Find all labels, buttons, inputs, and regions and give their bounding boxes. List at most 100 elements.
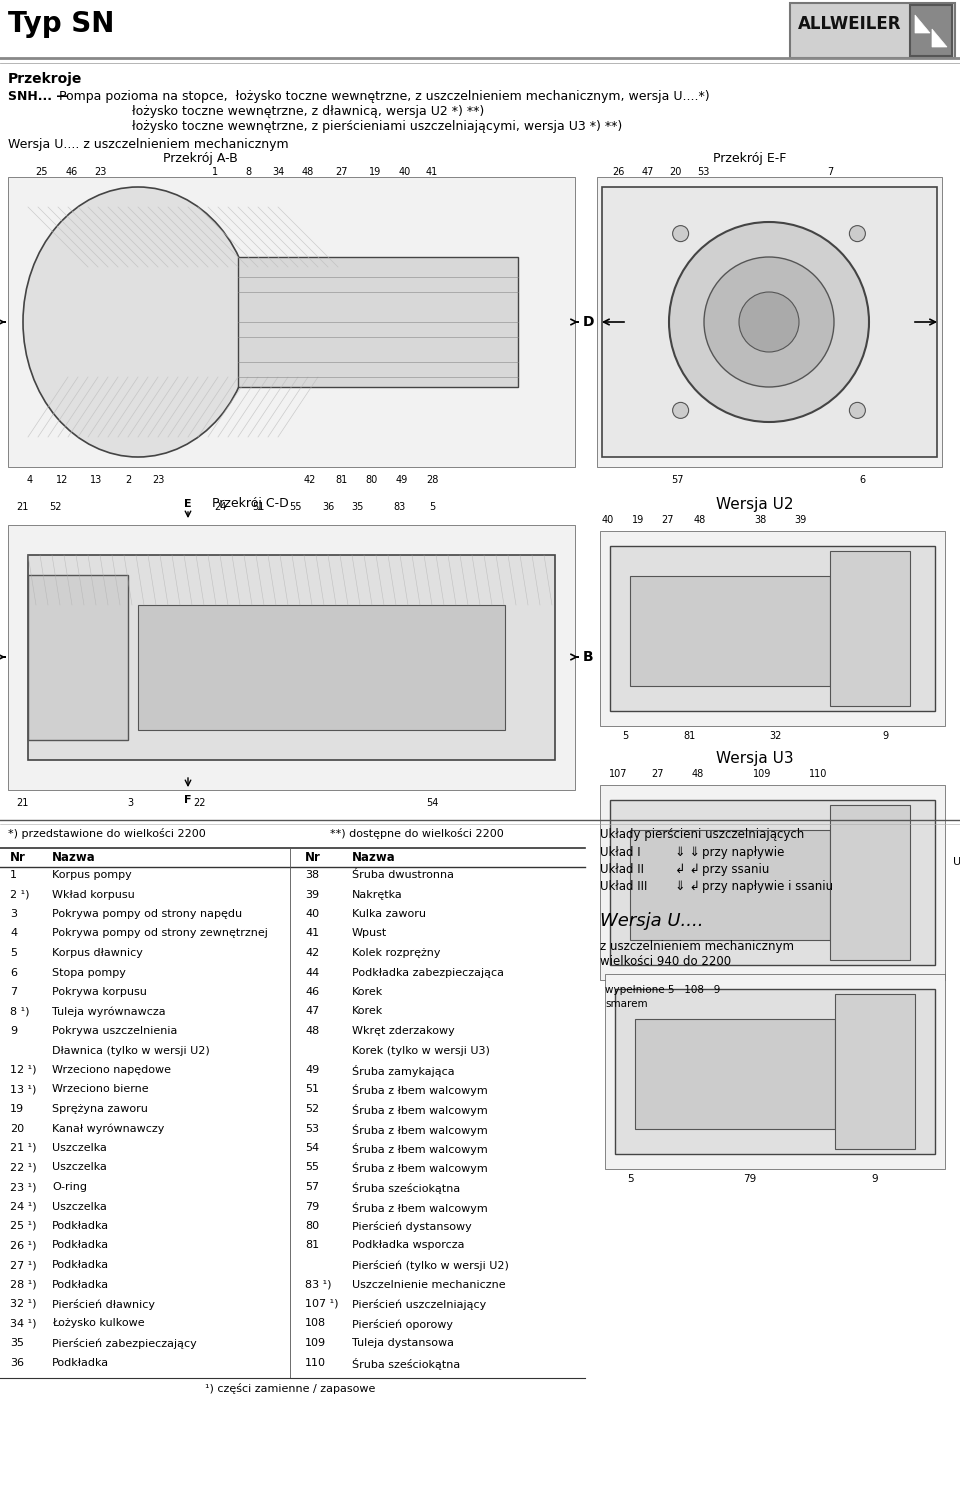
- Text: wielkości 940 do 2200: wielkości 940 do 2200: [600, 955, 732, 968]
- Text: 54: 54: [305, 1142, 319, 1153]
- Text: 41: 41: [305, 929, 319, 938]
- Text: 32: 32: [769, 731, 781, 741]
- Circle shape: [673, 225, 688, 242]
- Text: 109: 109: [753, 769, 771, 779]
- Text: 20: 20: [10, 1124, 24, 1133]
- Text: 8 ¹): 8 ¹): [10, 1007, 30, 1016]
- Text: 107 ¹): 107 ¹): [305, 1298, 339, 1309]
- Text: 36: 36: [10, 1357, 24, 1367]
- Text: ¹) części zamienne / zapasowe: ¹) części zamienne / zapasowe: [204, 1382, 375, 1394]
- Text: 81: 81: [336, 474, 348, 485]
- Text: Śruba sześciokątna: Śruba sześciokątna: [352, 1357, 460, 1369]
- Text: Śruba zamykająca: Śruba zamykająca: [352, 1066, 455, 1078]
- Text: 9: 9: [882, 731, 888, 741]
- Text: Układy pierścieni uszczelniających: Układy pierścieni uszczelniających: [600, 829, 804, 841]
- Bar: [830, 805, 910, 961]
- Bar: [610, 800, 935, 965]
- Text: Typ SN: Typ SN: [8, 11, 114, 38]
- Text: 32 ¹): 32 ¹): [10, 1298, 36, 1309]
- Text: Wkręt zderzakowy: Wkręt zderzakowy: [352, 1027, 455, 1036]
- Text: Pierścień uszczelniający: Pierścień uszczelniający: [352, 1298, 487, 1310]
- Text: Nazwa: Nazwa: [352, 851, 396, 865]
- Circle shape: [850, 225, 865, 242]
- Circle shape: [850, 402, 865, 419]
- Text: Śruba z łbem walcowym: Śruba z łbem walcowym: [352, 1162, 488, 1174]
- Text: ⇓ ↲: ⇓ ↲: [675, 880, 700, 893]
- Bar: [605, 974, 945, 1169]
- Text: przy ssaniu: przy ssaniu: [702, 863, 769, 877]
- Text: 52: 52: [49, 501, 61, 512]
- Text: Przekroje: Przekroje: [8, 72, 83, 86]
- Text: Pierścień dławnicy: Pierścień dławnicy: [52, 1298, 155, 1310]
- Text: 34: 34: [272, 167, 284, 177]
- Text: 40: 40: [305, 910, 319, 919]
- Text: 81: 81: [305, 1240, 319, 1250]
- Text: łożysko toczne wewnętrzne, z dławnicą, wersja U2 *) **): łożysko toczne wewnętrzne, z dławnicą, w…: [8, 105, 484, 119]
- Bar: [790, 3, 955, 59]
- Text: Uszczelnienie mechaniczne: Uszczelnienie mechaniczne: [352, 1279, 506, 1289]
- Text: Kanał wyrównawczy: Kanał wyrównawczy: [52, 1124, 164, 1133]
- Bar: [238, 257, 518, 387]
- Circle shape: [673, 402, 688, 419]
- Text: Stopa pompy: Stopa pompy: [52, 968, 126, 977]
- Circle shape: [739, 293, 799, 353]
- Text: 79: 79: [305, 1201, 320, 1211]
- Text: 4: 4: [27, 474, 33, 485]
- Text: 27: 27: [661, 515, 674, 525]
- Text: 25: 25: [36, 167, 48, 177]
- Bar: [8, 177, 575, 467]
- Text: 28 ¹): 28 ¹): [10, 1279, 36, 1289]
- Text: Wkład korpusu: Wkład korpusu: [52, 890, 134, 899]
- Text: Układ III: Układ III: [953, 857, 960, 868]
- Text: 49: 49: [305, 1066, 320, 1075]
- Text: Śruba sześciokątna: Śruba sześciokątna: [352, 1181, 460, 1193]
- Text: 109: 109: [305, 1337, 326, 1348]
- Bar: [610, 546, 935, 711]
- Text: Korpus pompy: Korpus pompy: [52, 871, 132, 880]
- Text: 110: 110: [305, 1357, 326, 1367]
- Text: Uszczelka: Uszczelka: [52, 1201, 107, 1211]
- Text: Pokrywa korpusu: Pokrywa korpusu: [52, 988, 147, 997]
- Text: z uszczelnieniem mechanicznym: z uszczelnieniem mechanicznym: [600, 940, 794, 953]
- Text: 48: 48: [694, 515, 707, 525]
- Text: 42: 42: [303, 474, 316, 485]
- Text: 3: 3: [127, 799, 133, 808]
- Text: 48: 48: [305, 1027, 320, 1036]
- Text: smarem: smarem: [605, 1000, 648, 1009]
- Text: 47: 47: [305, 1007, 320, 1016]
- Text: Pokrywa pompy od strony zewnętrznej: Pokrywa pompy od strony zewnętrznej: [52, 929, 268, 938]
- Text: 13 ¹): 13 ¹): [10, 1085, 36, 1094]
- Text: 48: 48: [692, 769, 704, 779]
- Text: 55: 55: [305, 1162, 319, 1172]
- Text: 34 ¹): 34 ¹): [10, 1318, 36, 1328]
- Text: 20: 20: [669, 167, 682, 177]
- Text: 27: 27: [336, 167, 348, 177]
- Text: Śruba z łbem walcowym: Śruba z łbem walcowym: [352, 1142, 488, 1154]
- Text: 83: 83: [394, 501, 406, 512]
- Text: Korek (tylko w wersji U3): Korek (tylko w wersji U3): [352, 1046, 490, 1055]
- Text: 4: 4: [10, 929, 17, 938]
- Text: 80: 80: [305, 1220, 319, 1231]
- Text: 39: 39: [794, 515, 806, 525]
- Text: 22: 22: [194, 799, 206, 808]
- Text: O-ring: O-ring: [52, 1181, 87, 1192]
- Text: Wersja U.... z uszczelnieniem mechanicznym: Wersja U.... z uszczelnieniem mechaniczn…: [8, 138, 289, 152]
- Bar: [138, 605, 505, 729]
- Text: 28: 28: [426, 474, 438, 485]
- Circle shape: [669, 222, 869, 422]
- Text: 27: 27: [652, 769, 664, 779]
- Text: ⇓ ⇓: ⇓ ⇓: [675, 847, 700, 859]
- Text: 49: 49: [396, 474, 408, 485]
- Text: 54: 54: [426, 799, 438, 808]
- Text: 46: 46: [66, 167, 78, 177]
- Text: SNH... —: SNH... —: [8, 90, 69, 104]
- Text: 9: 9: [872, 1174, 878, 1184]
- Text: ALLWEILER: ALLWEILER: [798, 15, 901, 33]
- Text: 41: 41: [426, 167, 438, 177]
- Text: Podkładka: Podkładka: [52, 1279, 109, 1289]
- Text: Pompa pozioma na stopce,  łożysko toczne wewnętrzne, z uszczelnieniem mechaniczn: Pompa pozioma na stopce, łożysko toczne …: [55, 90, 718, 104]
- Polygon shape: [932, 29, 947, 47]
- Text: 2: 2: [125, 474, 132, 485]
- Bar: [597, 177, 942, 467]
- Text: 21: 21: [15, 501, 28, 512]
